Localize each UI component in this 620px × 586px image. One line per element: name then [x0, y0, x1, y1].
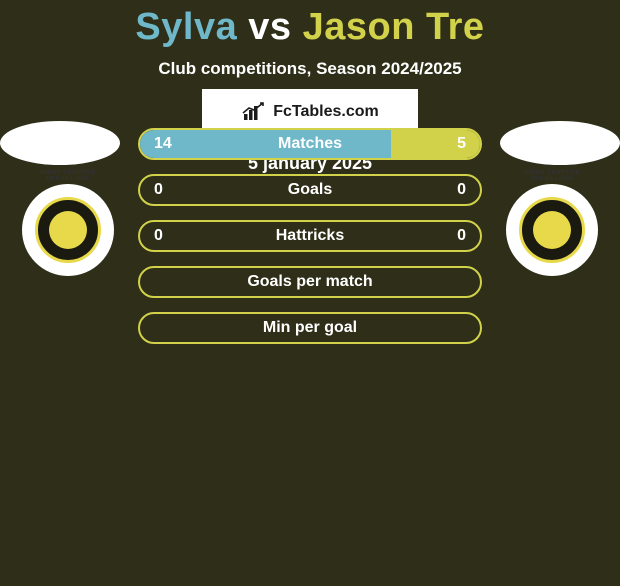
player2-name: Jason Tre	[303, 6, 485, 48]
chart-icon	[241, 102, 267, 122]
comparison-title: Sylva vs Jason Tre	[0, 6, 620, 49]
club-badge-text: UNION SPORTIVE QUEVILLAISE	[22, 170, 114, 182]
stat-label: Hattricks	[276, 227, 344, 245]
player2-club-badge: UNION SPORTIVE QUEVILLAISE	[506, 184, 598, 276]
stat-label: Goals	[288, 181, 332, 199]
player1-value: 0	[154, 181, 163, 199]
stat-row: 0 0 Hattricks	[138, 220, 482, 252]
player2-avatar	[500, 121, 620, 165]
stat-label: Min per goal	[263, 319, 357, 337]
badge-ring	[519, 197, 585, 263]
player1-value: 0	[154, 227, 163, 245]
subtitle: Club competitions, Season 2024/2025	[0, 59, 620, 79]
badge-core	[49, 211, 87, 249]
stat-row: Min per goal	[138, 312, 482, 344]
stat-row: Goals per match	[138, 266, 482, 298]
club-badge-text: UNION SPORTIVE QUEVILLAISE	[506, 170, 598, 182]
stat-label: Goals per match	[247, 273, 372, 291]
stat-row: 0 0 Goals	[138, 174, 482, 206]
stat-label: Matches	[278, 135, 342, 153]
logo-text: FcTables.com	[273, 103, 379, 121]
badge-core	[533, 211, 571, 249]
stat-row: 14 5 Matches	[138, 128, 482, 160]
player2-value: 0	[457, 181, 466, 199]
badge-ring	[35, 197, 101, 263]
player1-fill	[140, 130, 391, 158]
vs-text: vs	[248, 6, 291, 48]
player2-value: 0	[457, 227, 466, 245]
player1-value: 14	[154, 135, 172, 153]
player1-avatar	[0, 121, 120, 165]
player2-fill	[391, 130, 480, 158]
player1-name: Sylva	[135, 6, 237, 48]
player2-value: 5	[457, 135, 466, 153]
player1-club-badge: UNION SPORTIVE QUEVILLAISE	[22, 184, 114, 276]
stat-rows: 14 5 Matches 0 0 Goals 0 0 Hattricks Goals per ma…	[138, 128, 482, 358]
